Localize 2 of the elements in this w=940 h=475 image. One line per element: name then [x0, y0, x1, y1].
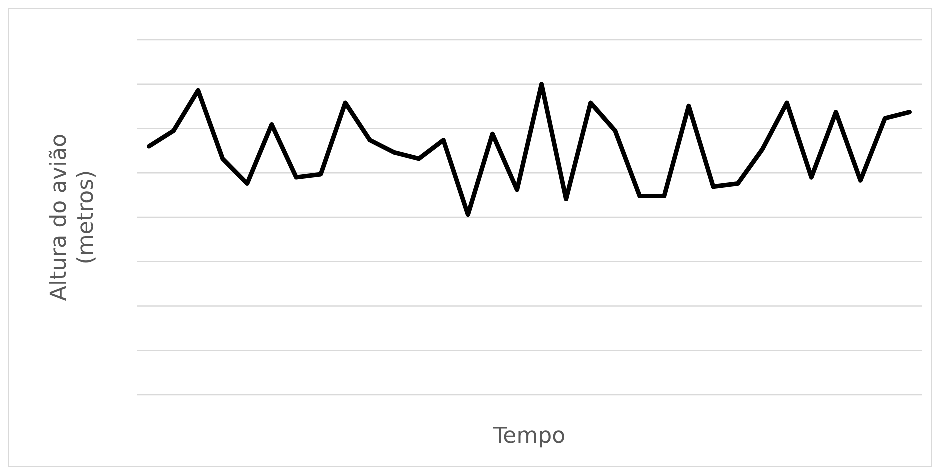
- x-axis-title: Tempo: [492, 424, 566, 449]
- y-axis-title: Altura do avião (metros): [47, 134, 99, 302]
